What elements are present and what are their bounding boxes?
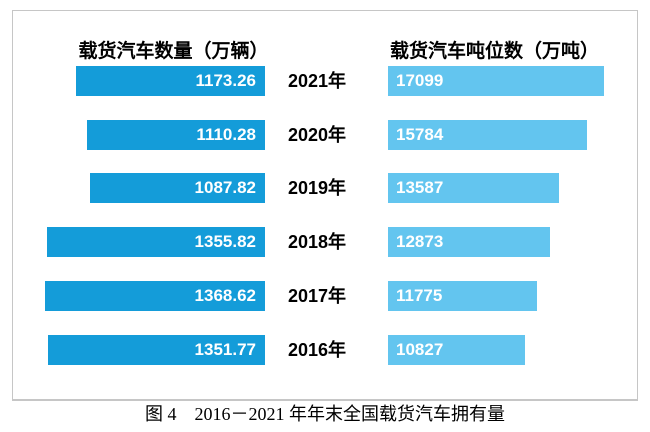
figure-caption: 图 4 2016－2021 年年末全国载货汽车拥有量 [145, 404, 505, 424]
left-series-header: 载货汽车数量（万辆） [78, 41, 269, 62]
chart-row: 1351.77 2016年 10827 [13, 334, 637, 365]
left-value-bar: 1351.77 [47, 334, 265, 365]
right-value-bar: 10827 [388, 334, 525, 365]
right-value-label: 10827 [396, 339, 444, 359]
year-label: 2019年 [287, 178, 347, 199]
left-value-label: 1110.28 [196, 124, 256, 144]
left-value-label: 1173.26 [195, 71, 256, 90]
right-value-label: 11775 [396, 285, 443, 305]
left-value-bar: 1355.82 [47, 227, 265, 258]
right-value-bar: 15784 [388, 119, 588, 150]
left-value-bar: 1087.82 [90, 173, 265, 204]
chart-row: 1087.82 2019年 13587 [13, 173, 637, 204]
year-label: 2021年 [287, 71, 347, 91]
left-value-label: 1351.77 [194, 339, 256, 359]
right-value-bar: 17099 [388, 66, 604, 96]
left-value-label: 1368.62 [194, 285, 256, 305]
year-label: 2020年 [287, 124, 347, 145]
right-series-header: 载货汽车吨位数（万吨） [389, 41, 599, 62]
left-value-label: 1087.82 [194, 178, 256, 198]
right-value-bar: 13587 [388, 173, 560, 204]
right-value-label: 17099 [396, 71, 444, 90]
right-value-bar: 11775 [388, 280, 537, 311]
chart-row: 1110.28 2020年 15784 [13, 119, 637, 150]
right-value-label: 15784 [396, 124, 444, 144]
year-label: 2017年 [287, 285, 347, 306]
chart-area: 载货汽车数量（万辆） 载货汽车吨位数（万吨） 1173.26 2021年 170… [12, 10, 638, 401]
year-label: 2016年 [287, 339, 347, 360]
left-value-bar: 1110.28 [86, 119, 265, 150]
left-value-label: 1355.82 [194, 232, 256, 252]
chart-row: 1173.26 2021年 17099 [13, 66, 637, 96]
right-value-bar: 12873 [388, 227, 551, 258]
year-label: 2018年 [287, 232, 347, 253]
right-value-label: 12873 [396, 232, 444, 252]
chart-row: 1368.62 2017年 11775 [13, 280, 637, 311]
chart-row: 1355.82 2018年 12873 [13, 227, 637, 258]
left-value-bar: 1368.62 [45, 280, 265, 311]
right-value-label: 13587 [396, 178, 444, 198]
left-value-bar: 1173.26 [76, 66, 265, 96]
